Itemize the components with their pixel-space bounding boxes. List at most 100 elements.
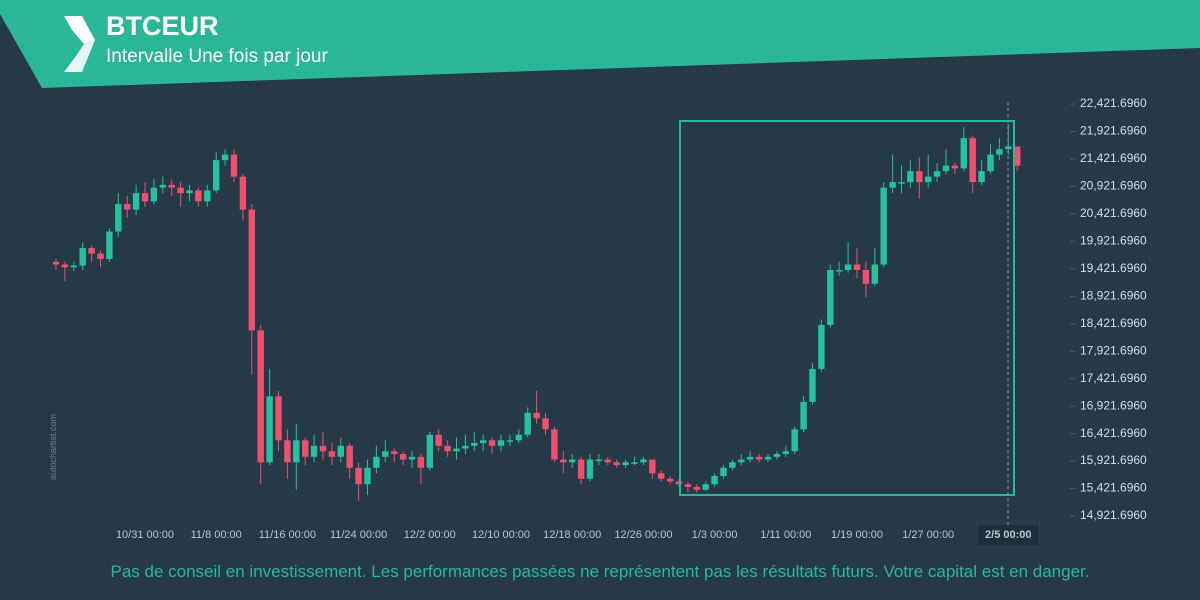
candle-body: [577, 459, 585, 479]
disclaimer: Pas de conseil en investissement. Les pe…: [111, 562, 1090, 581]
y-tick-label: 15,421.6960: [1080, 481, 1147, 495]
candle-body: [880, 187, 887, 265]
candle-body: [862, 270, 870, 284]
candle-body: [560, 459, 567, 463]
candle-body: [302, 440, 309, 457]
candle-body: [177, 187, 184, 194]
candle-body: [764, 456, 772, 460]
x-tick-label: 11/16 00:00: [259, 529, 316, 541]
x-tick-label: 11/8 00:00: [191, 529, 242, 541]
candle-body: [426, 434, 433, 468]
y-tick-label: 22,421.6960: [1080, 96, 1147, 110]
candle-body: [1014, 146, 1021, 166]
candle-body: [382, 451, 389, 457]
candle-body: [97, 253, 104, 260]
y-tick-label: 21,921.6960: [1080, 124, 1147, 138]
candle-body: [809, 368, 816, 402]
candle-body: [186, 190, 193, 194]
candle-body: [70, 265, 77, 268]
candle-body: [1005, 146, 1012, 150]
candle-body: [542, 418, 549, 430]
candle-body: [293, 440, 300, 463]
x-tick-label: 12/2 00:00: [404, 529, 456, 541]
x-tick-label: 1/3 00:00: [692, 529, 738, 541]
candle-body: [515, 434, 522, 441]
candle-body: [480, 440, 487, 444]
candle-body: [284, 440, 291, 463]
candle-body: [213, 160, 220, 191]
candle-body: [266, 396, 273, 463]
candle-body: [640, 459, 647, 463]
candle-body: [337, 445, 344, 457]
candle-body: [141, 193, 149, 202]
candle-body: [684, 484, 692, 487]
y-tick-label: 20,921.6960: [1080, 179, 1147, 193]
candle-body: [124, 204, 131, 210]
y-tick-label: 19,921.6960: [1080, 234, 1147, 248]
candle-body: [204, 190, 211, 202]
candle-body: [996, 149, 1003, 155]
candle-body: [319, 445, 327, 452]
title: BTCEUR: [106, 11, 219, 41]
candle-body: [711, 476, 718, 485]
x-tick-label: 12/18 00:00: [543, 529, 601, 541]
header-banner: [0, 0, 1200, 88]
y-tick-label: 17,921.6960: [1080, 343, 1147, 357]
candle-body: [827, 270, 834, 325]
candle-body: [907, 171, 914, 183]
candle-body: [275, 396, 282, 441]
candle-body: [310, 445, 318, 457]
candles: [52, 103, 1075, 517]
candle-body: [613, 462, 620, 466]
candle-body: [248, 209, 255, 331]
candle-body: [391, 451, 398, 455]
candle-body: [435, 434, 442, 446]
candle-body: [782, 451, 789, 455]
candle-body: [925, 176, 932, 183]
candle-body: [115, 204, 122, 232]
candle-body: [106, 231, 113, 260]
candle-body: [853, 264, 861, 271]
y-tick-label: 16,421.6960: [1080, 426, 1147, 440]
candle-body: [497, 440, 505, 446]
x-tick-label: 11/24 00:00: [330, 529, 387, 541]
candle-body: [444, 445, 451, 452]
y-tick-label: 17,421.6960: [1080, 371, 1147, 385]
candle-body: [702, 484, 709, 490]
candle-body: [791, 429, 798, 452]
candle-body: [729, 462, 736, 468]
candle-body: [898, 182, 905, 184]
y-tick-label: 21,421.6960: [1080, 151, 1147, 165]
logo-top: [64, 16, 95, 44]
candle-body: [738, 459, 745, 463]
candle-body: [355, 467, 362, 485]
candle-body: [978, 171, 985, 183]
candle-body: [747, 456, 754, 460]
x-tick-label: 10/31 00:00: [116, 529, 174, 541]
candle-body: [889, 182, 896, 188]
candle-body: [800, 401, 807, 430]
x-label-highlight: [978, 525, 1039, 545]
candle-body: [969, 138, 976, 183]
y-tick-label: 15,921.6960: [1080, 453, 1147, 467]
candle-body: [586, 459, 594, 479]
x-tick-label: 1/27 00:00: [902, 529, 954, 541]
candle-body: [951, 165, 959, 169]
candle-body: [328, 451, 336, 457]
x-tick-label: 1/11 00:00: [760, 529, 811, 541]
candle-body: [417, 456, 425, 468]
candle-body: [61, 264, 69, 268]
candle-body: [844, 264, 852, 271]
candle-body: [942, 165, 950, 172]
candle-body: [132, 193, 140, 210]
candle-body: [693, 486, 700, 490]
candle-body: [720, 467, 727, 477]
y-tick-label: 19,421.6960: [1080, 261, 1147, 275]
x-tick-label: 12/10 00:00: [472, 529, 530, 541]
candle-body: [533, 412, 540, 419]
y-tick-label: 18,921.6960: [1080, 288, 1147, 302]
candle-body: [230, 154, 238, 177]
candle-body: [373, 456, 380, 468]
